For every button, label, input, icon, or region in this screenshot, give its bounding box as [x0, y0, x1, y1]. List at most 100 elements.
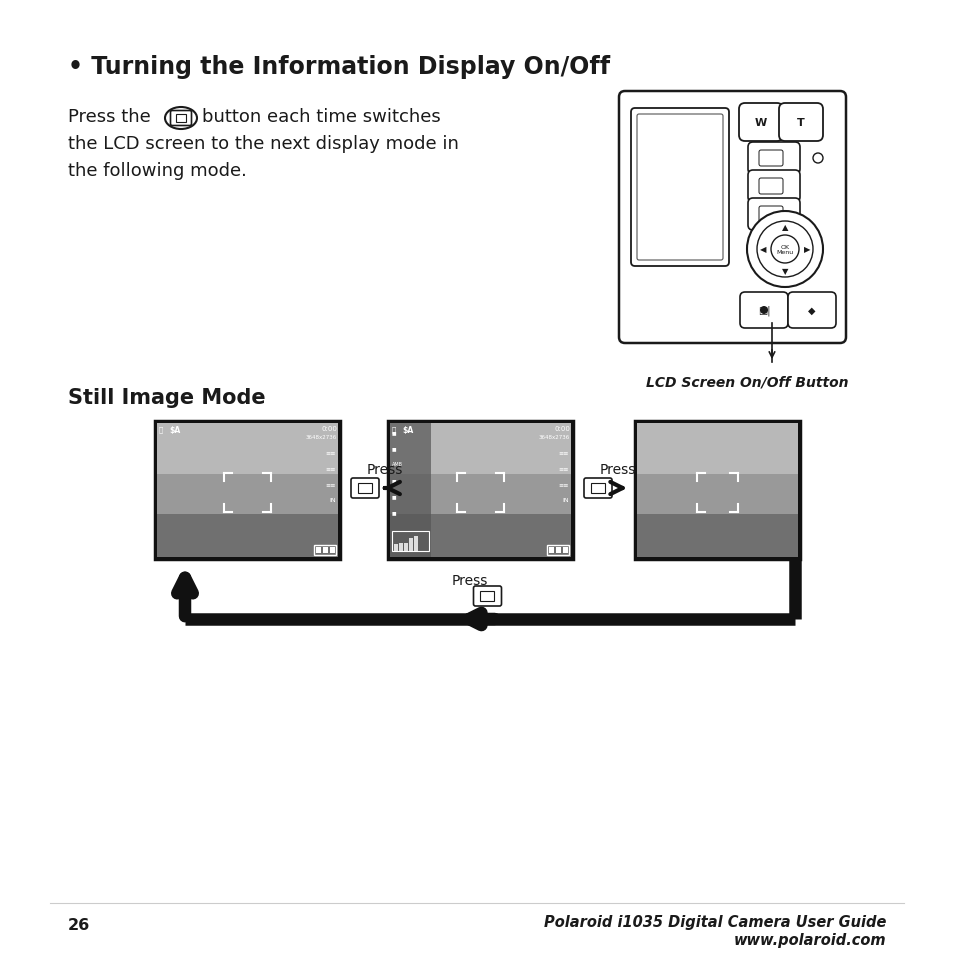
Text: $A: $A: [169, 426, 180, 435]
Bar: [157, 515, 337, 558]
Text: ≡≡: ≡≡: [325, 465, 335, 471]
Text: Press: Press: [599, 462, 636, 476]
Text: the following mode.: the following mode.: [68, 162, 247, 180]
Bar: [590, 483, 604, 494]
Text: ≡≡: ≡≡: [558, 450, 568, 455]
FancyBboxPatch shape: [759, 207, 782, 223]
Bar: [315, 547, 320, 554]
Circle shape: [757, 222, 812, 277]
FancyBboxPatch shape: [759, 151, 782, 167]
Text: OK
Menu: OK Menu: [776, 244, 793, 255]
FancyBboxPatch shape: [171, 112, 192, 127]
Text: ■: ■: [392, 446, 396, 451]
Text: ▲: ▲: [781, 223, 787, 233]
Bar: [157, 423, 337, 475]
Ellipse shape: [165, 108, 196, 130]
Text: ▶: ▶: [803, 245, 809, 254]
Text: ◀: ◀: [759, 245, 765, 254]
Text: IN: IN: [561, 497, 568, 502]
FancyBboxPatch shape: [747, 143, 800, 174]
FancyBboxPatch shape: [759, 179, 782, 194]
FancyBboxPatch shape: [351, 478, 378, 498]
Text: Press: Press: [367, 462, 403, 476]
Bar: [392, 532, 428, 552]
Bar: [637, 475, 797, 515]
Text: 📷: 📷: [159, 426, 163, 432]
Text: 0:00: 0:00: [554, 426, 569, 432]
Bar: [403, 538, 408, 552]
Text: the LCD screen to the next display mode in: the LCD screen to the next display mode …: [68, 135, 458, 152]
Text: button each time switches: button each time switches: [202, 108, 440, 126]
Circle shape: [770, 235, 799, 264]
FancyBboxPatch shape: [630, 109, 728, 267]
Bar: [157, 423, 337, 558]
Text: ■: ■: [392, 430, 396, 435]
Bar: [390, 475, 571, 515]
Text: Press the: Press the: [68, 108, 151, 126]
Bar: [409, 544, 413, 552]
FancyBboxPatch shape: [637, 115, 722, 261]
Text: ▼: ▼: [781, 267, 787, 276]
Text: ◆: ◆: [807, 306, 815, 315]
FancyBboxPatch shape: [740, 293, 787, 329]
FancyBboxPatch shape: [618, 91, 845, 344]
Bar: [414, 543, 417, 552]
Text: $A: $A: [401, 426, 413, 435]
Bar: [357, 483, 372, 494]
Circle shape: [760, 307, 767, 314]
Circle shape: [746, 212, 822, 288]
Bar: [154, 421, 339, 559]
Text: ■: ■: [392, 510, 396, 515]
Bar: [480, 592, 494, 601]
Bar: [637, 515, 797, 558]
FancyBboxPatch shape: [747, 199, 800, 231]
Text: ■: ■: [392, 494, 396, 498]
Text: 3648x2736: 3648x2736: [305, 435, 336, 439]
Text: 0:00: 0:00: [321, 426, 336, 432]
Bar: [330, 547, 335, 554]
FancyBboxPatch shape: [747, 171, 800, 203]
Text: ≡≡: ≡≡: [558, 481, 568, 486]
Text: 26: 26: [68, 917, 91, 932]
Text: ≡≡: ≡≡: [325, 450, 335, 455]
Bar: [398, 544, 402, 552]
Text: www.polaroid.com: www.polaroid.com: [733, 932, 885, 947]
Bar: [157, 475, 337, 515]
FancyBboxPatch shape: [583, 478, 612, 498]
Text: □|: □|: [757, 305, 769, 315]
FancyBboxPatch shape: [779, 104, 822, 142]
Bar: [635, 421, 800, 559]
Text: ≡≡: ≡≡: [325, 481, 335, 486]
Bar: [175, 115, 186, 123]
FancyBboxPatch shape: [473, 586, 501, 606]
Bar: [314, 545, 335, 556]
FancyBboxPatch shape: [739, 104, 782, 142]
Bar: [546, 545, 568, 556]
Text: W: W: [754, 118, 766, 128]
Bar: [390, 515, 571, 558]
Text: IN: IN: [329, 497, 335, 502]
Bar: [637, 423, 797, 475]
Text: T: T: [797, 118, 804, 128]
Text: • Turning the Information Display On/Off: • Turning the Information Display On/Off: [68, 55, 610, 79]
Bar: [390, 423, 571, 558]
Bar: [556, 547, 560, 554]
Text: 📷: 📷: [392, 426, 395, 432]
Text: AMB: AMB: [392, 461, 402, 467]
Bar: [323, 547, 328, 554]
Bar: [390, 423, 430, 558]
Bar: [637, 423, 797, 558]
Bar: [390, 423, 571, 475]
Bar: [548, 547, 554, 554]
Text: ≡≡: ≡≡: [558, 465, 568, 471]
Bar: [394, 537, 397, 552]
Bar: [388, 421, 573, 559]
Bar: [562, 547, 567, 554]
Text: 3648x2736: 3648x2736: [538, 435, 569, 439]
Text: Still Image Mode: Still Image Mode: [68, 388, 265, 408]
Text: Press: Press: [451, 574, 487, 587]
Text: ■: ■: [392, 477, 396, 482]
Text: LCD Screen On/Off Button: LCD Screen On/Off Button: [645, 375, 848, 390]
FancyBboxPatch shape: [787, 293, 835, 329]
Text: Polaroid i1035 Digital Camera User Guide: Polaroid i1035 Digital Camera User Guide: [543, 914, 885, 929]
